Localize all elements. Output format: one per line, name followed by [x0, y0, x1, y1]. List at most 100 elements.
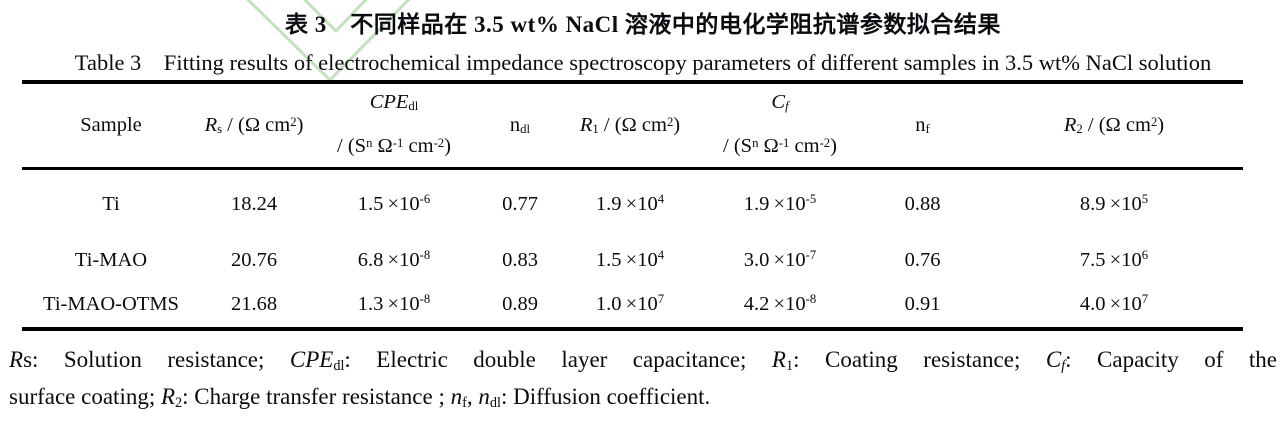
header-line: Rs / (Ω cm2) [205, 114, 304, 137]
text-segment: Ti-MAO [74, 248, 148, 271]
text-segment: n [915, 114, 926, 136]
header-line: / (Sn Ω-1 cm-2) [337, 135, 451, 158]
text-segment: 0.88 [904, 192, 941, 215]
text-segment: ) [673, 114, 681, 136]
superscript: -1 [392, 135, 404, 150]
superscript: 2 [290, 114, 297, 129]
text-segment: : Charge transfer resistance ; [182, 384, 451, 409]
table-cell-cpe_dl: 6.8 ×10 -8 [357, 247, 431, 271]
text-segment: 0.77 [502, 192, 538, 215]
header-cell-rs: Rs / (Ω cm2) [200, 84, 308, 167]
table-footnote: Rs: Solution resistance; CPEdl: Electric… [9, 341, 1277, 415]
superscript: -1 [778, 135, 790, 150]
text-segment: 1.0 ×10 [595, 293, 658, 315]
subscript: dl [520, 122, 531, 137]
text-segment: Ti-MAO-OTMS [43, 293, 179, 315]
text-segment: 8.9 ×10 [1079, 192, 1142, 215]
table-cell-rs: 21.68 [200, 282, 308, 327]
text-segment: 18.24 [230, 192, 278, 215]
subscript: 1 [592, 122, 599, 137]
text-segment: / (S [723, 135, 753, 157]
text-segment: 1.3 ×10 [357, 293, 420, 315]
text-segment: n [478, 384, 490, 409]
text-segment: : Coating resistance; [793, 347, 1046, 372]
text-segment: ) [296, 114, 304, 136]
table-cell-cf: 4.2 ×10 -8 [743, 292, 817, 315]
table-title-english: Table 3 Fitting results of electrochemic… [74, 50, 1212, 75]
subscript: dl [408, 99, 419, 114]
superscript: -2 [819, 135, 831, 150]
header-line: R1 / (Ω cm2) [580, 114, 680, 137]
table-cell-nf: 0.91 [860, 282, 985, 327]
table-cell-nf: 0.76 [860, 238, 985, 282]
header-cell-cpe_dl: CPEdl / (Sn Ω-1 cm-2) [308, 84, 480, 167]
text-segment: / (Ω cm [598, 114, 667, 136]
text-segment: 3.0 ×10 [743, 248, 806, 271]
text-segment: Ω [758, 135, 779, 157]
text-segment: 0.76 [904, 248, 941, 271]
header-line: R2 / (Ω cm2) [1064, 114, 1164, 137]
subscript: 1 [785, 357, 794, 374]
subscript: 2 [1076, 122, 1083, 137]
text-segment: R [1063, 114, 1077, 136]
text-segment: CPE [289, 347, 334, 372]
text-segment: 6.8 ×10 [357, 248, 420, 271]
text-segment: s: Solution resistance; [23, 347, 290, 372]
text-segment: n [450, 384, 463, 409]
text-segment: Ω [372, 135, 393, 157]
table-cell-n_dl: 0.83 [480, 238, 560, 282]
table-cell-rs: 20.76 [200, 238, 308, 282]
table-cell-cf: 3.0 ×10 -7 [743, 247, 817, 271]
table-cell-r2: 4.0 ×10 7 [1079, 292, 1149, 315]
header-line: Cf [771, 91, 788, 114]
text-segment: Ti [102, 192, 120, 215]
text-segment: / (Ω cm [1082, 114, 1151, 136]
table-cell-r1: 1.9 ×10 4 [595, 191, 665, 215]
text-segment: : Diffusion coefficient. [500, 384, 711, 409]
text-segment: CPE [369, 91, 409, 113]
header-line: / (Sn Ω-1 cm-2) [723, 135, 837, 158]
table-cell-cpe_dl: 1.3 ×10 -8 [357, 292, 431, 315]
text-segment: ) [830, 135, 837, 157]
text-segment: 1.5 ×10 [357, 192, 420, 215]
header-cell-cf: Cf / (Sn Ω-1 cm-2) [700, 84, 860, 167]
subscript: f [925, 122, 930, 137]
text-segment: C [771, 91, 786, 113]
table-cell-cpe_dl: 1.5 ×10 -6 [357, 191, 431, 215]
superscript: 2 [666, 114, 674, 129]
table-row-Ti-MAO-OTMS: Ti-MAO-OTMS 21.68 1.3 ×10 -8 0.89 1.0 ×10 7 4.2… [22, 282, 1243, 327]
text-segment: R [771, 347, 786, 372]
text-segment: 7.5 ×10 [1079, 248, 1142, 271]
text-segment: , [466, 384, 479, 409]
superscript: n [366, 135, 373, 150]
table-cell-r1: 1.5 ×10 4 [595, 247, 665, 271]
table-cell-n_dl: 0.89 [480, 282, 560, 327]
text-segment: Sample [80, 114, 142, 136]
table-cell-r2: 8.9 ×10 5 [1079, 191, 1149, 215]
text-segment: 1.5 ×10 [595, 248, 658, 271]
superscript: 2 [1150, 114, 1158, 129]
header-line: CPEdl [370, 91, 419, 114]
table-cell-cf: 1.9 ×10 -5 [743, 191, 817, 215]
text-segment: C [1045, 347, 1062, 372]
text-segment: 1.9 ×10 [743, 192, 806, 215]
table-cell-r1: 1.0 ×10 7 [595, 292, 665, 315]
text-segment: cm [789, 135, 820, 157]
text-segment: ) [444, 135, 451, 157]
text-segment: R [160, 384, 176, 409]
text-segment: 4.2 ×10 [743, 293, 806, 315]
table-row-Ti: Ti 18.24 1.5 ×10 -6 0.77 1.9 ×10 4 1.9 ×10 -5 0.8… [22, 170, 1243, 238]
table-row-Ti-MAO: Ti-MAO 20.76 6.8 ×10 -8 0.83 1.5 ×10 4 3.0 ×10-… [22, 238, 1243, 282]
text-segment: n [509, 114, 521, 136]
text-segment: : Electric double layer capacitance; [344, 347, 772, 372]
header-line: Sample [80, 114, 142, 137]
table-cell-r2: 7.5 ×10 6 [1079, 247, 1149, 271]
table-cell-rs: 18.24 [200, 170, 308, 238]
table-cell-sample: Ti-MAO [22, 238, 200, 282]
subscript: f [1061, 357, 1066, 374]
footnote-line-1: Rs: Solution resistance; CPEdl: Electric… [9, 341, 1277, 378]
text-segment: 4.0 ×10 [1079, 293, 1142, 315]
text-segment: / (S [337, 135, 367, 157]
header-line: ndl [510, 114, 530, 137]
